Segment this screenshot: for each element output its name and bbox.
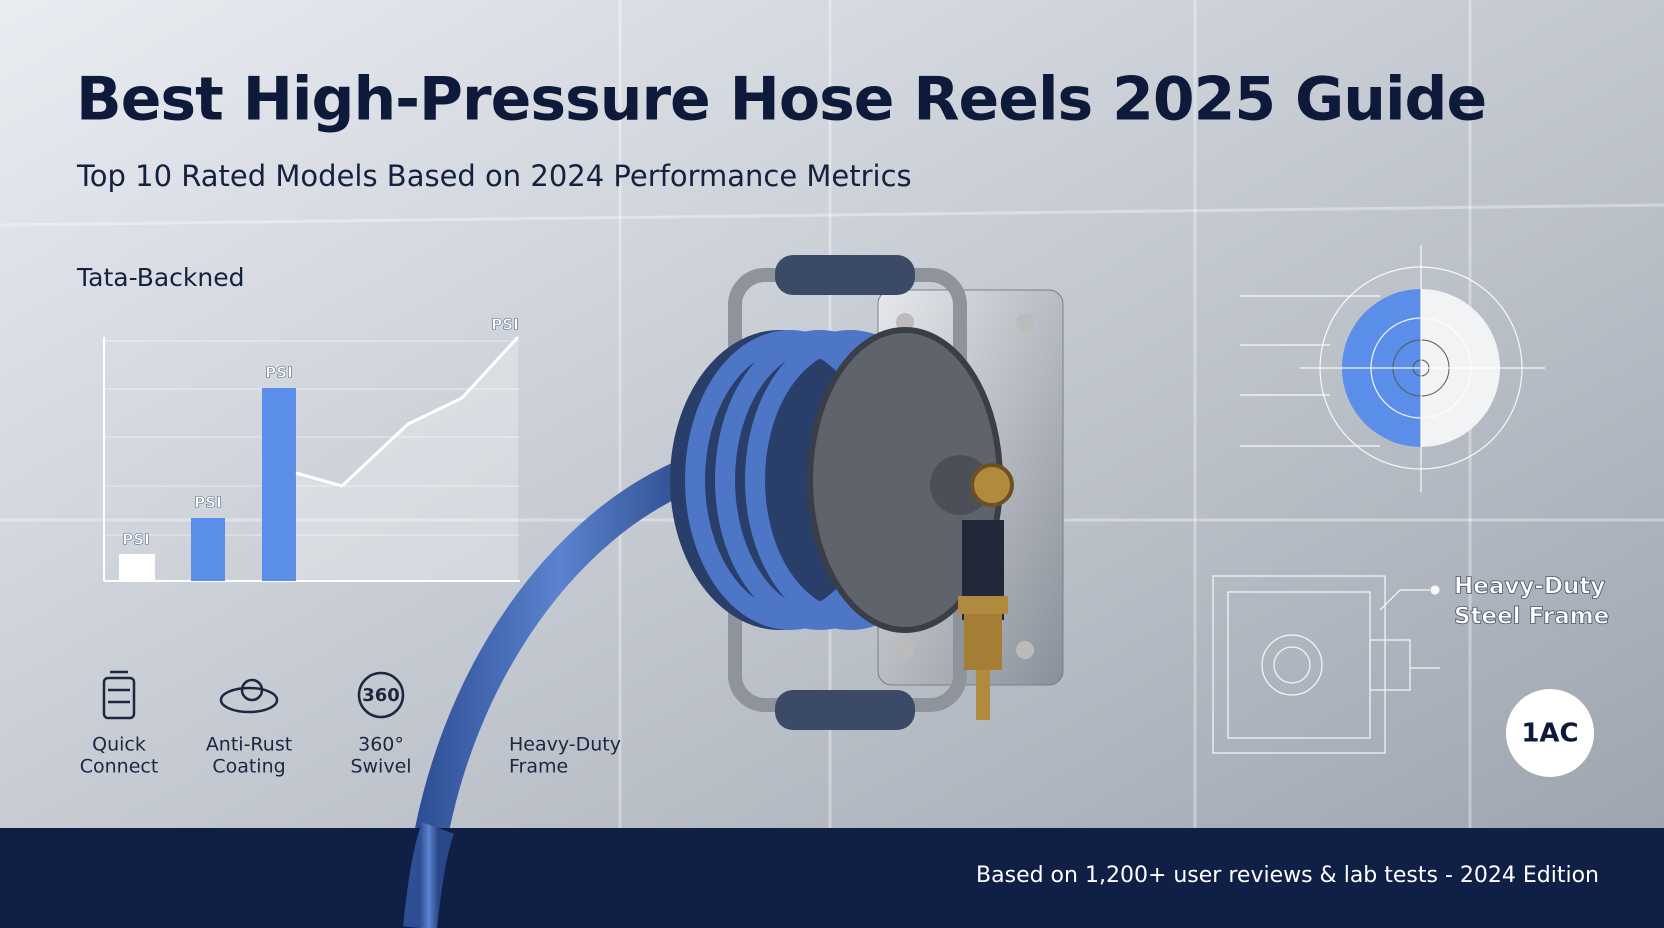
panel-label: Tata-Backned — [76, 263, 245, 292]
mini-chart: PSI PSI PSI PSI — [103, 315, 520, 582]
feature-label: Connect — [80, 756, 159, 778]
bar-label: PSI — [194, 494, 221, 512]
badge-text: 1AC — [1521, 719, 1578, 749]
footer-text: Based on 1,200+ user reviews & lab tests… — [976, 863, 1599, 888]
icon — [102, 676, 136, 720]
trend-line — [295, 335, 520, 488]
icon — [219, 686, 279, 714]
subtitle: Top 10 Rated Models Based on 2024 Perfor… — [76, 159, 912, 193]
bar-label: PSI — [265, 364, 292, 382]
frame-schematic — [1212, 575, 1440, 754]
callout: Steel Frame — [1454, 604, 1609, 630]
feature-label: Coating — [212, 756, 285, 778]
badge — [1506, 689, 1594, 777]
bar — [119, 554, 155, 581]
footer-band — [0, 828, 1664, 928]
feature-label: Quick — [92, 734, 146, 756]
bar — [262, 388, 296, 581]
line-label: PSI — [491, 316, 518, 334]
callout: Heavy-Duty — [1454, 574, 1605, 600]
feature-label: 360° — [358, 734, 404, 756]
feature-label: Anti-Rust — [206, 734, 292, 756]
bar-label: PSI — [122, 531, 149, 549]
features: 360 — [102, 670, 405, 720]
icon-text: 360 — [362, 685, 400, 706]
bar — [191, 518, 225, 581]
radial-diagram — [1240, 245, 1545, 492]
feature-label: Heavy-Duty — [509, 734, 621, 756]
feature-labels: Quick Connect Anti-Rust Coating 360° Swi… — [80, 734, 621, 778]
feature-label: Swivel — [350, 756, 411, 778]
icon — [357, 671, 405, 719]
hose-reel — [403, 255, 1064, 928]
feature-label: Frame — [509, 756, 568, 778]
title: Best High-Pressure Hose Reels 2025 Guide — [76, 65, 1486, 135]
